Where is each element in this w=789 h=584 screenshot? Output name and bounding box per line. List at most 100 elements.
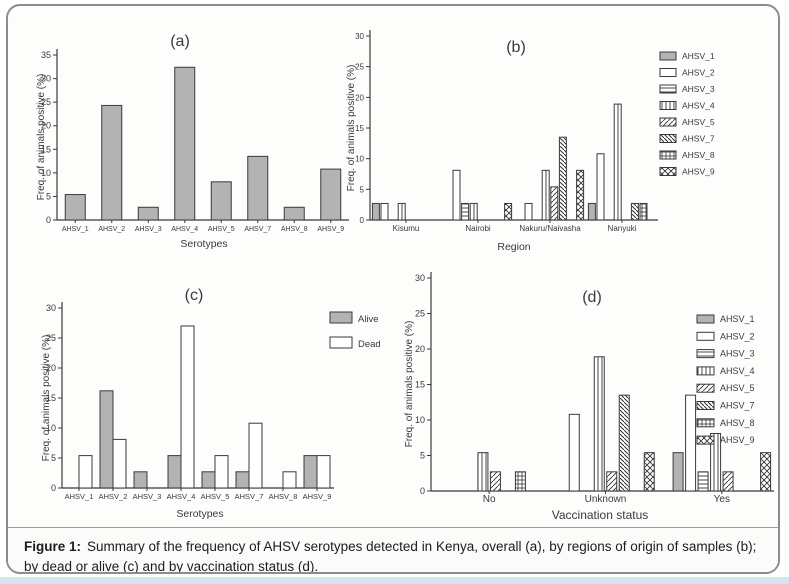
legend-swatch-AHSV_4 — [659, 101, 677, 110]
category-label: AHSV_9 — [303, 492, 332, 501]
chart-c: 0 5 10 15 20 25 30 (c) Freq. of animals positive… — [41, 287, 381, 520]
ytick-label: 25 — [355, 63, 364, 72]
ytick-label: 10 — [41, 168, 51, 178]
ytick-label: 15 — [46, 393, 56, 403]
ytick-label: 5 — [420, 451, 425, 461]
figure-caption: Figure 1: Summary of the frequency of AHS… — [8, 528, 778, 572]
ytick-label: 5 — [51, 453, 56, 463]
bar-AHSV_4-dead — [180, 325, 195, 489]
bar-AHSV_2-alive — [99, 390, 114, 489]
category-label: Nanyuki — [608, 224, 637, 233]
category-label: AHSV_3 — [133, 492, 162, 501]
legend-swatch-AHSV_7 — [659, 134, 677, 143]
bar-AHSV_9-alive — [303, 455, 318, 489]
ytick-label: 15 — [41, 144, 51, 154]
bar-Kisumu-AHSV_1 — [371, 202, 380, 221]
bar-Yes-AHSV_2 — [685, 394, 697, 492]
ytick-label: 30 — [355, 32, 364, 41]
legend-label: AHSV_8 — [720, 418, 755, 428]
bar-Nakuru/Naivasha-AHSV_9 — [576, 169, 585, 221]
bar-AHSV_7-dead — [248, 422, 263, 489]
category-label: AHSV_5 — [201, 492, 230, 501]
y-axis-label: Freq. of animals positive (%) — [346, 65, 357, 192]
category-label: AHSV_7 — [244, 226, 271, 233]
ytick-label: 0 — [420, 486, 425, 496]
category-label: AHSV_8 — [269, 492, 298, 501]
legend-swatch-AHSV_8 — [696, 418, 715, 428]
ytick-label: 20 — [41, 121, 51, 131]
bar-Nairobi-AHSV_3 — [461, 202, 470, 221]
bar-Nanyuki-AHSV_4 — [613, 103, 622, 221]
x-axis-label: Vaccination status — [552, 508, 649, 522]
caption-divider — [8, 527, 778, 528]
bar-AHSV_9-dead — [316, 455, 331, 489]
y-axis-label: Freq. of animals positive (%) — [404, 321, 415, 448]
bar-AHSV_1-dead — [78, 455, 93, 489]
bar-AHSV_2 — [101, 104, 123, 221]
category-label: AHSV_1 — [65, 492, 94, 501]
chart-d: 0 5 10 15 20 25 30 (d) Freq. of animals positive… — [404, 272, 774, 522]
bar-Nakuru/Naivasha-AHSV_5 — [550, 186, 559, 221]
legend-swatch-AHSV_8 — [659, 150, 677, 160]
bar-Yes-AHSV_4 — [710, 432, 722, 492]
bar-AHSV_7-alive — [235, 471, 250, 489]
ytick-label: 10 — [46, 423, 56, 433]
ytick-label: 0 — [360, 216, 365, 225]
x-axis-label: Serotypes — [180, 238, 227, 250]
legend-swatch-Alive — [329, 311, 353, 324]
ytick-label: 5 — [360, 185, 365, 194]
legend-swatch-AHSV_4 — [696, 366, 715, 376]
bar-Yes-AHSV_9 — [760, 452, 772, 492]
category-label: AHSV_9 — [317, 226, 344, 233]
ytick-label: 30 — [415, 273, 425, 283]
ytick-label: 15 — [355, 124, 364, 133]
caption-text: Summary of the frequency of AHSV serotyp… — [24, 539, 757, 574]
bar-AHSV_5-alive — [201, 471, 216, 489]
bar-Nanyuki-AHSV_7 — [630, 202, 639, 221]
category-label: AHSV_7 — [235, 492, 264, 501]
category-label: AHSV_1 — [62, 226, 89, 233]
ytick-label: 30 — [46, 303, 56, 313]
legend-swatch-Dead — [329, 336, 353, 349]
bar-Unknown-AHSV_4 — [593, 356, 605, 492]
bar-AHSV_2-dead — [112, 438, 127, 489]
bar-Nakuru/Naivasha-AHSV_2 — [524, 202, 533, 221]
bar-AHSV_4-alive — [167, 455, 182, 489]
bar-AHSV_3 — [137, 206, 159, 221]
bar-Kisumu-AHSV_2 — [380, 202, 389, 221]
legend-swatch-AHSV_9 — [696, 435, 715, 445]
bar-Nakuru/Naivasha-AHSV_4 — [541, 169, 550, 221]
legend-swatch-AHSV_1 — [696, 314, 715, 324]
bar-Nairobi-AHSV_4 — [469, 202, 478, 221]
ytick-label: 25 — [41, 97, 51, 107]
legend-swatch-AHSV_9 — [659, 167, 677, 176]
bar-Unknown-AHSV_5 — [606, 471, 618, 492]
category-label: Unknown — [585, 494, 627, 505]
legend-label: AHSV_7 — [720, 401, 755, 411]
category-label: Yes — [714, 494, 730, 505]
legend-label: AHSV_3 — [720, 349, 755, 359]
category-label: AHSV_2 — [98, 226, 125, 233]
category-label: Kisumu — [393, 224, 420, 233]
bar-AHSV_9 — [320, 168, 342, 221]
bar-AHSV_5-dead — [214, 455, 229, 489]
legend-swatch-AHSV_1 — [659, 51, 677, 61]
ytick-label: 10 — [355, 155, 364, 164]
legend-label: AHSV_9 — [720, 435, 755, 445]
bar-AHSV_1 — [64, 194, 86, 221]
chart-title: (b) — [506, 39, 526, 56]
bar-Nanyuki-AHSV_2 — [596, 153, 605, 221]
legend-label: Dead — [358, 339, 381, 350]
bar-Unknown-AHSV_9 — [643, 452, 655, 492]
chart-title: (c) — [185, 287, 204, 304]
ytick-label: 20 — [355, 93, 364, 102]
category-label: AHSV_4 — [171, 226, 198, 233]
bar-AHSV_8 — [283, 206, 305, 221]
bar-Nanyuki-AHSV_8 — [639, 202, 648, 221]
y-axis-label: Freq. of animals positive (%) — [36, 74, 47, 201]
legend-swatch-AHSV_5 — [659, 117, 677, 127]
category-label: AHSV_4 — [167, 492, 196, 501]
bar-Unknown-AHSV_7 — [618, 394, 630, 492]
figure-charts: 0 5 10 15 20 25 30 35 (a) Freq. of animals positi… — [36, 30, 774, 522]
legend-swatch-AHSV_7 — [696, 401, 715, 410]
